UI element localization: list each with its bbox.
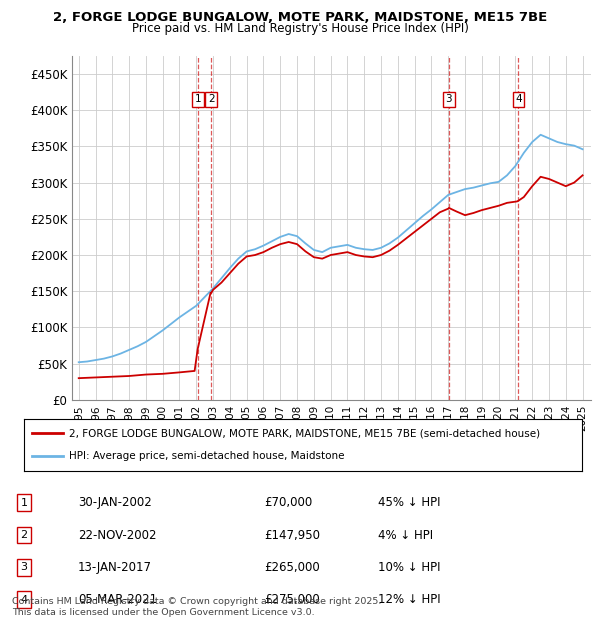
Text: 30-JAN-2002: 30-JAN-2002 <box>78 497 152 509</box>
Text: 13-JAN-2017: 13-JAN-2017 <box>78 561 152 574</box>
Text: 2, FORGE LODGE BUNGALOW, MOTE PARK, MAIDSTONE, ME15 7BE: 2, FORGE LODGE BUNGALOW, MOTE PARK, MAID… <box>53 11 547 24</box>
Text: £275,000: £275,000 <box>264 593 320 606</box>
Text: 45% ↓ HPI: 45% ↓ HPI <box>378 497 440 509</box>
Text: 4: 4 <box>515 94 522 104</box>
Text: Contains HM Land Registry data © Crown copyright and database right 2025.: Contains HM Land Registry data © Crown c… <box>12 597 382 606</box>
Text: £265,000: £265,000 <box>264 561 320 574</box>
Text: Price paid vs. HM Land Registry's House Price Index (HPI): Price paid vs. HM Land Registry's House … <box>131 22 469 35</box>
Text: 22-NOV-2002: 22-NOV-2002 <box>78 529 157 541</box>
Text: 1: 1 <box>194 94 201 104</box>
Text: £70,000: £70,000 <box>264 497 312 509</box>
Text: £147,950: £147,950 <box>264 529 320 541</box>
Text: This data is licensed under the Open Government Licence v3.0.: This data is licensed under the Open Gov… <box>12 608 314 617</box>
Text: 10% ↓ HPI: 10% ↓ HPI <box>378 561 440 574</box>
Text: 2: 2 <box>20 530 28 540</box>
Text: 1: 1 <box>20 498 28 508</box>
Text: 05-MAR-2021: 05-MAR-2021 <box>78 593 157 606</box>
Text: HPI: Average price, semi-detached house, Maidstone: HPI: Average price, semi-detached house,… <box>68 451 344 461</box>
Text: 2, FORGE LODGE BUNGALOW, MOTE PARK, MAIDSTONE, ME15 7BE (semi-detached house): 2, FORGE LODGE BUNGALOW, MOTE PARK, MAID… <box>68 428 540 438</box>
Text: 2: 2 <box>208 94 215 104</box>
Text: 3: 3 <box>20 562 28 572</box>
Text: 3: 3 <box>446 94 452 104</box>
Text: 12% ↓ HPI: 12% ↓ HPI <box>378 593 440 606</box>
Text: 4% ↓ HPI: 4% ↓ HPI <box>378 529 433 541</box>
Text: 4: 4 <box>20 595 28 604</box>
